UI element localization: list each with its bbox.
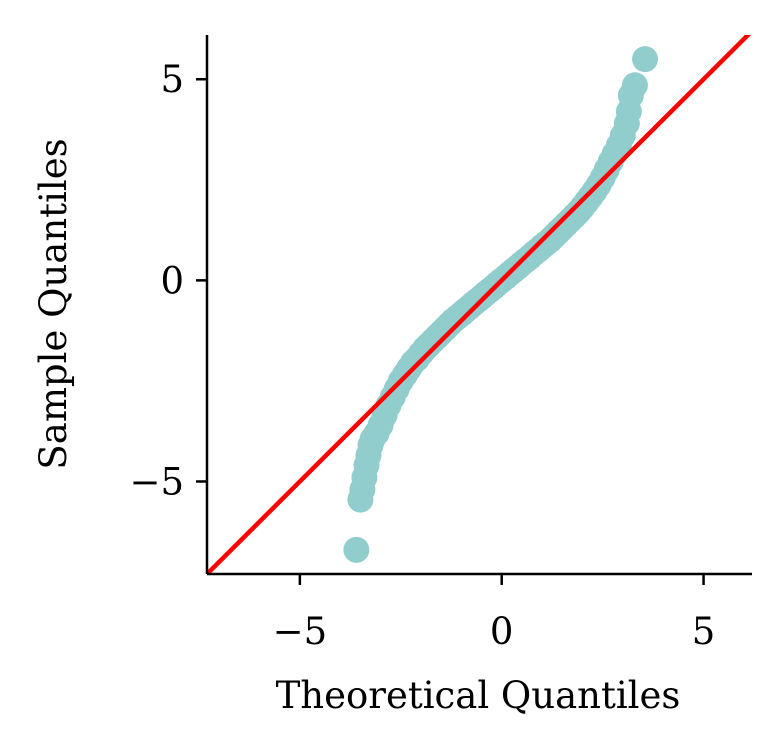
y-axis-label: Sample Quantiles — [32, 138, 75, 469]
data-point — [621, 72, 648, 99]
y-tick-label: 0 — [160, 259, 184, 302]
ticks-layer: −5 0 5 −5 0 5 — [129, 58, 715, 653]
x-tick-label: 0 — [490, 610, 514, 653]
data-point — [343, 536, 370, 563]
data-point — [632, 46, 659, 73]
reference-line — [207, 35, 752, 574]
reference-line-layer — [207, 35, 752, 574]
x-axis-label: Theoretical Quantiles — [276, 674, 681, 717]
x-tick-label: −5 — [273, 610, 328, 653]
points-layer — [343, 46, 659, 563]
y-tick-label: −5 — [129, 460, 184, 503]
y-tick-label: 5 — [160, 58, 184, 101]
x-tick-label: 5 — [692, 610, 716, 653]
